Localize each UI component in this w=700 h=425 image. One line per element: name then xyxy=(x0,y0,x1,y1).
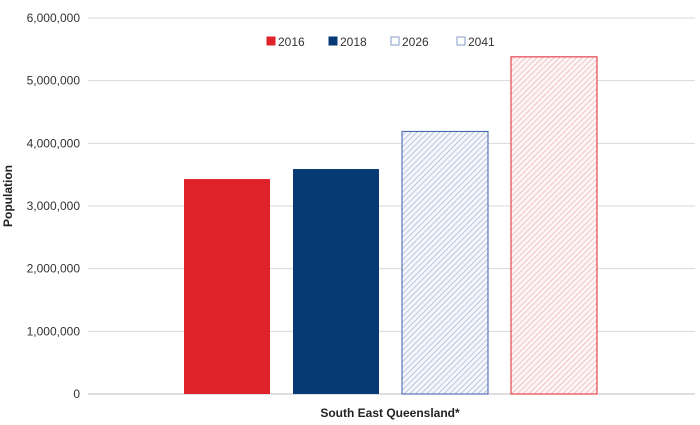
bar-2016 xyxy=(184,179,270,394)
y-axis-ticks: 0 1,000,000 2,000,000 3,000,000 4,000,000 5,0… xyxy=(27,11,81,401)
legend-swatch-2026 xyxy=(390,36,400,46)
y-tick-label: 4,000,000 xyxy=(27,136,81,150)
x-axis-label: South East Queensland* xyxy=(320,406,460,420)
y-tick-label: 3,000,000 xyxy=(27,199,81,213)
y-tick-label: 5,000,000 xyxy=(27,74,81,88)
legend-swatch-2041 xyxy=(456,36,466,46)
legend-swatch-2016 xyxy=(266,36,276,46)
legend-label-2026: 2026 xyxy=(402,35,429,49)
y-tick-label: 0 xyxy=(73,387,80,401)
y-axis-label: Population xyxy=(1,165,15,227)
bar-2041 xyxy=(510,56,598,395)
y-tick-label: 1,000,000 xyxy=(27,324,81,338)
gridlines xyxy=(88,17,695,395)
legend: 2016 2018 2026 2041 xyxy=(266,35,495,49)
legend-swatch-2018 xyxy=(328,36,338,46)
bar-2026 xyxy=(401,130,489,395)
legend-label-2041: 2041 xyxy=(468,35,495,49)
bar-2018 xyxy=(293,169,379,394)
y-tick-label: 6,000,000 xyxy=(27,11,81,25)
bars xyxy=(184,56,598,395)
legend-label-2016: 2016 xyxy=(278,35,305,49)
y-tick-label: 2,000,000 xyxy=(27,262,81,276)
legend-label-2018: 2018 xyxy=(340,35,367,49)
